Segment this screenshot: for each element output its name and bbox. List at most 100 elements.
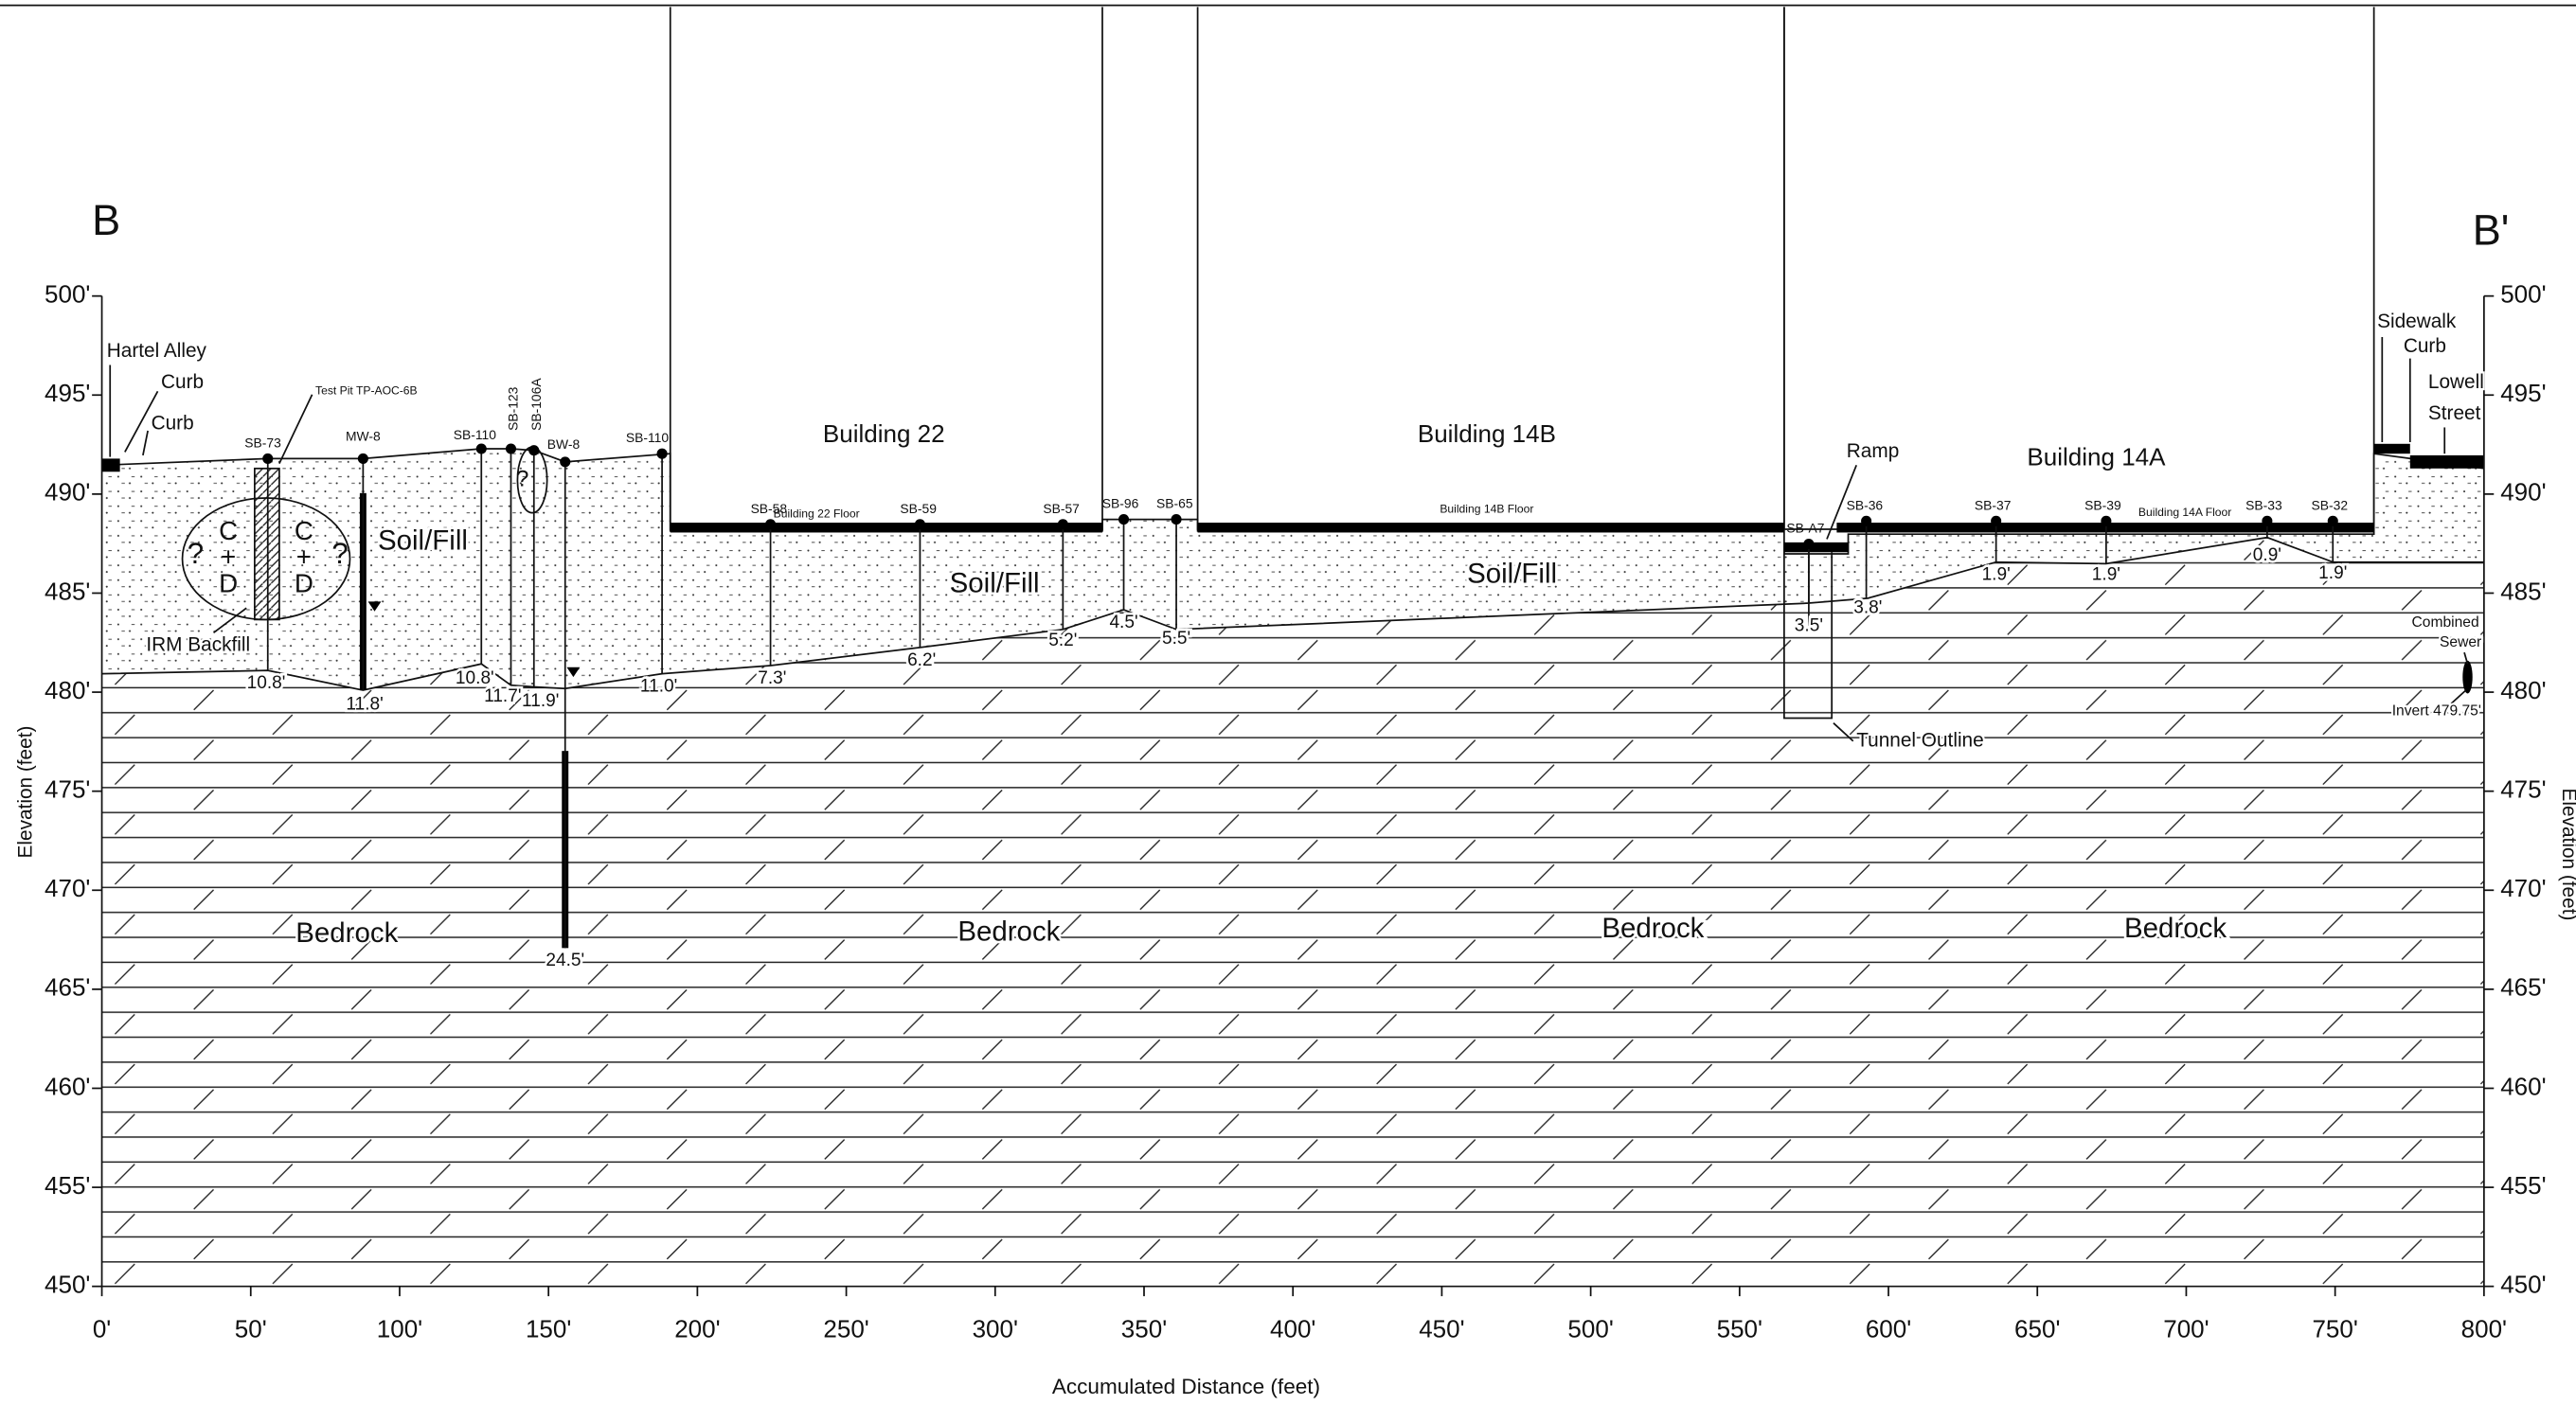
y2-tick-label: 455' bbox=[2500, 1171, 2546, 1200]
boring-id: SB-39 bbox=[2084, 497, 2121, 512]
x-tick-label: 0' bbox=[93, 1314, 111, 1343]
boring-id: SB-32 bbox=[2312, 497, 2349, 512]
boring-id: SB-65 bbox=[1156, 496, 1193, 511]
x-tick-label: 800' bbox=[2461, 1314, 2507, 1343]
section-start: B bbox=[92, 196, 120, 244]
y-tick-label: 485' bbox=[45, 577, 90, 605]
boring-id: SB-73 bbox=[244, 435, 281, 450]
boring-top bbox=[1991, 516, 2001, 526]
boring-top bbox=[2328, 516, 2338, 526]
annotation: Test Pit TP-AOC-6B bbox=[315, 383, 418, 397]
leader bbox=[143, 431, 148, 455]
boring-top bbox=[528, 445, 539, 455]
fill-symbol: + bbox=[296, 542, 312, 572]
bedrock-label: Bedrock bbox=[2124, 913, 2227, 944]
boring-top bbox=[657, 449, 668, 459]
page: { "section": {"start": "B", "end": "B'"}… bbox=[0, 0, 2576, 1405]
floor-label: Building 14B Floor bbox=[1440, 502, 1533, 515]
boring-id: SB-33 bbox=[2245, 497, 2282, 512]
x-tick-label: 250' bbox=[823, 1314, 868, 1343]
annotation: Hartel Alley bbox=[107, 340, 207, 362]
y-tick-label: 500' bbox=[45, 280, 90, 309]
y2-tick-label: 495' bbox=[2500, 379, 2546, 407]
unknown-mark: ? bbox=[188, 537, 204, 570]
leader bbox=[279, 395, 313, 464]
annotation: Curb bbox=[2404, 335, 2446, 357]
x-tick-label: 350' bbox=[1121, 1314, 1167, 1343]
annotation: Curb bbox=[161, 371, 204, 393]
fill-symbol: + bbox=[221, 542, 236, 572]
x-tick-label: 400' bbox=[1270, 1314, 1315, 1343]
annotation: Sidewalk bbox=[2377, 311, 2457, 332]
boring-depth: 0.9' bbox=[2253, 545, 2281, 565]
building-name: Building 14A bbox=[2027, 442, 2166, 471]
annotation: Combined bbox=[2412, 614, 2479, 631]
y2-tick-label: 500' bbox=[2500, 280, 2546, 309]
boring-id: SB-96 bbox=[1102, 496, 1139, 511]
cross-section: B B' Elevation (feet) Elevation (feet) A… bbox=[0, 0, 2576, 1405]
y-tick-label: 455' bbox=[45, 1171, 90, 1200]
floor-label: Building 14A Floor bbox=[2138, 506, 2231, 519]
boring-id: SB-59 bbox=[900, 501, 937, 516]
boring-id: BW-8 bbox=[547, 436, 581, 452]
unknown-mark: ? bbox=[331, 537, 348, 570]
unknown-mark: ? bbox=[516, 466, 529, 491]
y-axis-title: Elevation (feet) bbox=[14, 726, 36, 859]
boring-top bbox=[1171, 514, 1181, 525]
y2-tick-label: 450' bbox=[2500, 1271, 2546, 1299]
y-tick-label: 495' bbox=[45, 379, 90, 407]
x-tick-label: 500' bbox=[1567, 1314, 1613, 1343]
bedrock-label: Bedrock bbox=[957, 916, 1060, 948]
y-tick-label: 460' bbox=[45, 1072, 90, 1100]
boring-id: SB-106A bbox=[528, 378, 544, 431]
y2-tick-label: 475' bbox=[2500, 775, 2546, 804]
ramp-slab bbox=[1784, 542, 1849, 552]
boring-top bbox=[915, 519, 925, 529]
boring-depth: 5.2' bbox=[1048, 631, 1077, 650]
boring-top bbox=[1058, 519, 1068, 529]
boring-top bbox=[2101, 516, 2111, 526]
y2-tick-label: 480' bbox=[2500, 676, 2546, 704]
fill-symbol: C bbox=[295, 516, 313, 545]
annotation: Curb bbox=[152, 412, 194, 434]
boring-id: SB-57 bbox=[1043, 501, 1080, 516]
strata bbox=[102, 449, 2484, 1287]
x-tick-label: 650' bbox=[2014, 1314, 2060, 1343]
boring-top bbox=[358, 454, 368, 464]
x-tick-label: 550' bbox=[1717, 1314, 1762, 1343]
y2-tick-label: 490' bbox=[2500, 478, 2546, 507]
boring-depth: 10.8' bbox=[456, 668, 494, 688]
boring-depth: 11.8' bbox=[346, 695, 383, 715]
y-tick-label: 475' bbox=[45, 775, 90, 804]
boring-depth: 4.5' bbox=[1109, 613, 1137, 632]
boring-top bbox=[1118, 514, 1129, 525]
soil-label: Soil/Fill bbox=[378, 525, 468, 557]
curb bbox=[102, 458, 120, 471]
boring-depth: 6.2' bbox=[907, 650, 936, 670]
fill-symbol: D bbox=[295, 568, 313, 597]
sewer bbox=[2462, 661, 2472, 694]
y-tick-label: 490' bbox=[45, 478, 90, 507]
x-tick-label: 600' bbox=[1866, 1314, 1911, 1343]
building-name: Building 14B bbox=[1418, 419, 1556, 448]
boring-top bbox=[2262, 516, 2272, 526]
y2-tick-label: 460' bbox=[2500, 1072, 2546, 1100]
boring-top bbox=[262, 454, 273, 464]
boring-depth: 1.9' bbox=[2092, 565, 2120, 585]
boring-depth: 7.3' bbox=[758, 668, 786, 688]
boring-id: SB-A7 bbox=[1786, 521, 1824, 536]
bedrock-label: Bedrock bbox=[295, 917, 398, 949]
section-end: B' bbox=[2473, 206, 2510, 255]
boring-top bbox=[506, 443, 516, 454]
boring-depth: 11.0' bbox=[640, 677, 677, 697]
y-tick-label: 465' bbox=[45, 973, 90, 1002]
street bbox=[2410, 455, 2484, 469]
annotation: Lowell bbox=[2428, 371, 2484, 393]
boring-top bbox=[476, 443, 487, 454]
boring-id: SB-58 bbox=[751, 501, 788, 516]
boring-top bbox=[765, 519, 776, 529]
boring-id: SB-110 bbox=[626, 430, 669, 445]
boring-id: SB-37 bbox=[1975, 497, 2012, 512]
boring-depth: 3.5' bbox=[1795, 615, 1823, 635]
bedrock-label: Bedrock bbox=[1601, 913, 1704, 944]
